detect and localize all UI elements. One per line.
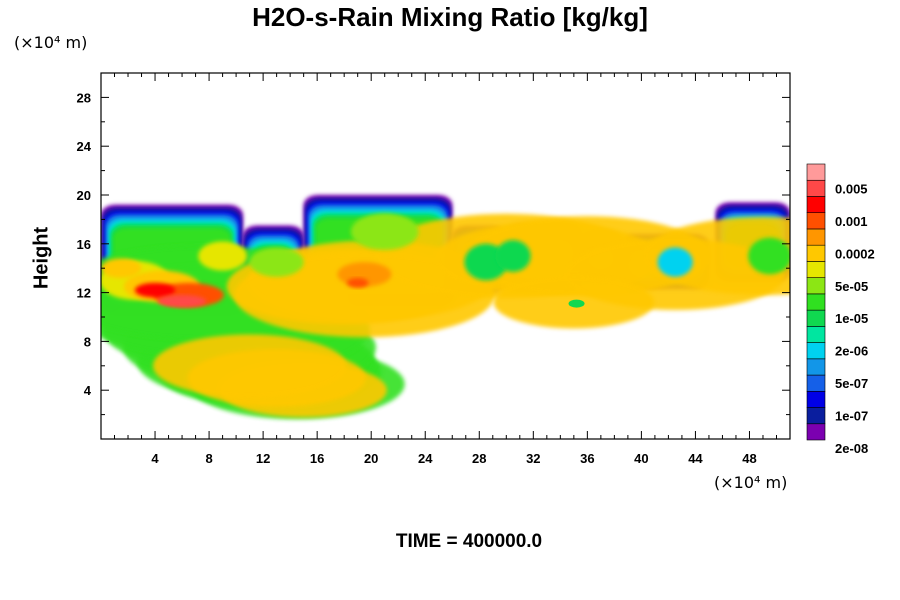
x-axis: 4 8 12 16 20 24 28 32 36 40 44 48 xyxy=(114,73,777,466)
x-tick-label: 48 xyxy=(742,451,756,466)
colorbar-swatch xyxy=(806,390,826,408)
y-tick-label: 28 xyxy=(77,90,91,105)
x-tick-label: 40 xyxy=(634,451,648,466)
colorbar-swatch xyxy=(806,244,826,262)
colorbar-swatch xyxy=(806,179,826,197)
colorbar-label: 2e-06 xyxy=(835,344,868,359)
field-core xyxy=(198,241,247,271)
field-core xyxy=(157,295,207,308)
x-tick-label: 4 xyxy=(151,451,159,466)
colorbar-swatch xyxy=(806,407,826,425)
colorbar-swatch xyxy=(806,261,826,278)
colorbar-swatch xyxy=(806,228,826,246)
colorbar-label: 0.001 xyxy=(835,214,868,229)
colorbar-label: 0.0002 xyxy=(835,246,875,261)
field-core xyxy=(346,277,369,288)
colorbar-swatch xyxy=(806,326,826,343)
y-tick-label: 12 xyxy=(77,286,91,301)
colorbar-label: 5e-07 xyxy=(835,376,868,391)
colorbar-swatch xyxy=(806,277,826,295)
field-core xyxy=(350,213,419,250)
y-tick-label: 8 xyxy=(84,334,91,349)
x-tick-label: 24 xyxy=(418,451,433,466)
colorbar-label: 1e-05 xyxy=(835,311,868,326)
colorbar-swatch xyxy=(806,309,826,327)
chart-title: H2O-s-Rain Mixing Ratio [kg/kg] xyxy=(252,2,648,32)
colorbar-swatch xyxy=(806,293,826,311)
colorbar-swatch xyxy=(806,342,826,360)
x-tick-label: 28 xyxy=(472,451,486,466)
x-tick-label: 44 xyxy=(688,451,703,466)
x-tick-label: 8 xyxy=(205,451,212,466)
plot-frame xyxy=(100,72,791,440)
x-tick-label: 32 xyxy=(526,451,540,466)
colorbar: 0.005 0.001 0.0002 5e-05 1e-05 2e-06 5e-07 1e-0… xyxy=(806,163,875,456)
field-isolated xyxy=(568,299,585,308)
colorbar-swatch xyxy=(806,212,826,230)
field-core xyxy=(101,258,142,278)
colorbar-label: 1e-07 xyxy=(835,409,868,424)
field-core xyxy=(495,240,531,272)
field-core xyxy=(657,247,693,277)
field-core xyxy=(748,237,790,275)
x-unit-label: (×10⁴ m) xyxy=(714,473,788,492)
colorbar-swatch xyxy=(806,358,826,376)
x-tick-label: 12 xyxy=(256,451,270,466)
y-axis: 4 8 12 16 20 24 28 xyxy=(77,90,790,416)
field-core xyxy=(134,282,176,298)
contour-field xyxy=(101,195,790,420)
y-tick-label: 4 xyxy=(84,383,92,398)
colorbar-swatch xyxy=(806,196,826,214)
colorbar-label: 0.005 xyxy=(835,181,868,196)
x-tick-label: 20 xyxy=(364,451,378,466)
colorbar-label: 2e-08 xyxy=(835,441,868,456)
y-tick-label: 24 xyxy=(77,139,92,154)
y-tick-label: 16 xyxy=(77,237,91,252)
x-tick-label: 16 xyxy=(310,451,324,466)
field-blob xyxy=(153,334,347,398)
colorbar-swatch xyxy=(806,374,826,392)
time-label: TIME = 400000.0 xyxy=(395,531,543,552)
colorbar-label: 5e-05 xyxy=(835,279,868,294)
x-tick-label: 36 xyxy=(580,451,594,466)
field-core xyxy=(249,247,304,277)
y-unit-label: (×10⁴ m) xyxy=(14,33,88,52)
colorbar-swatch xyxy=(806,163,826,181)
colorbar-swatch xyxy=(806,423,826,441)
y-tick-label: 20 xyxy=(77,188,91,203)
